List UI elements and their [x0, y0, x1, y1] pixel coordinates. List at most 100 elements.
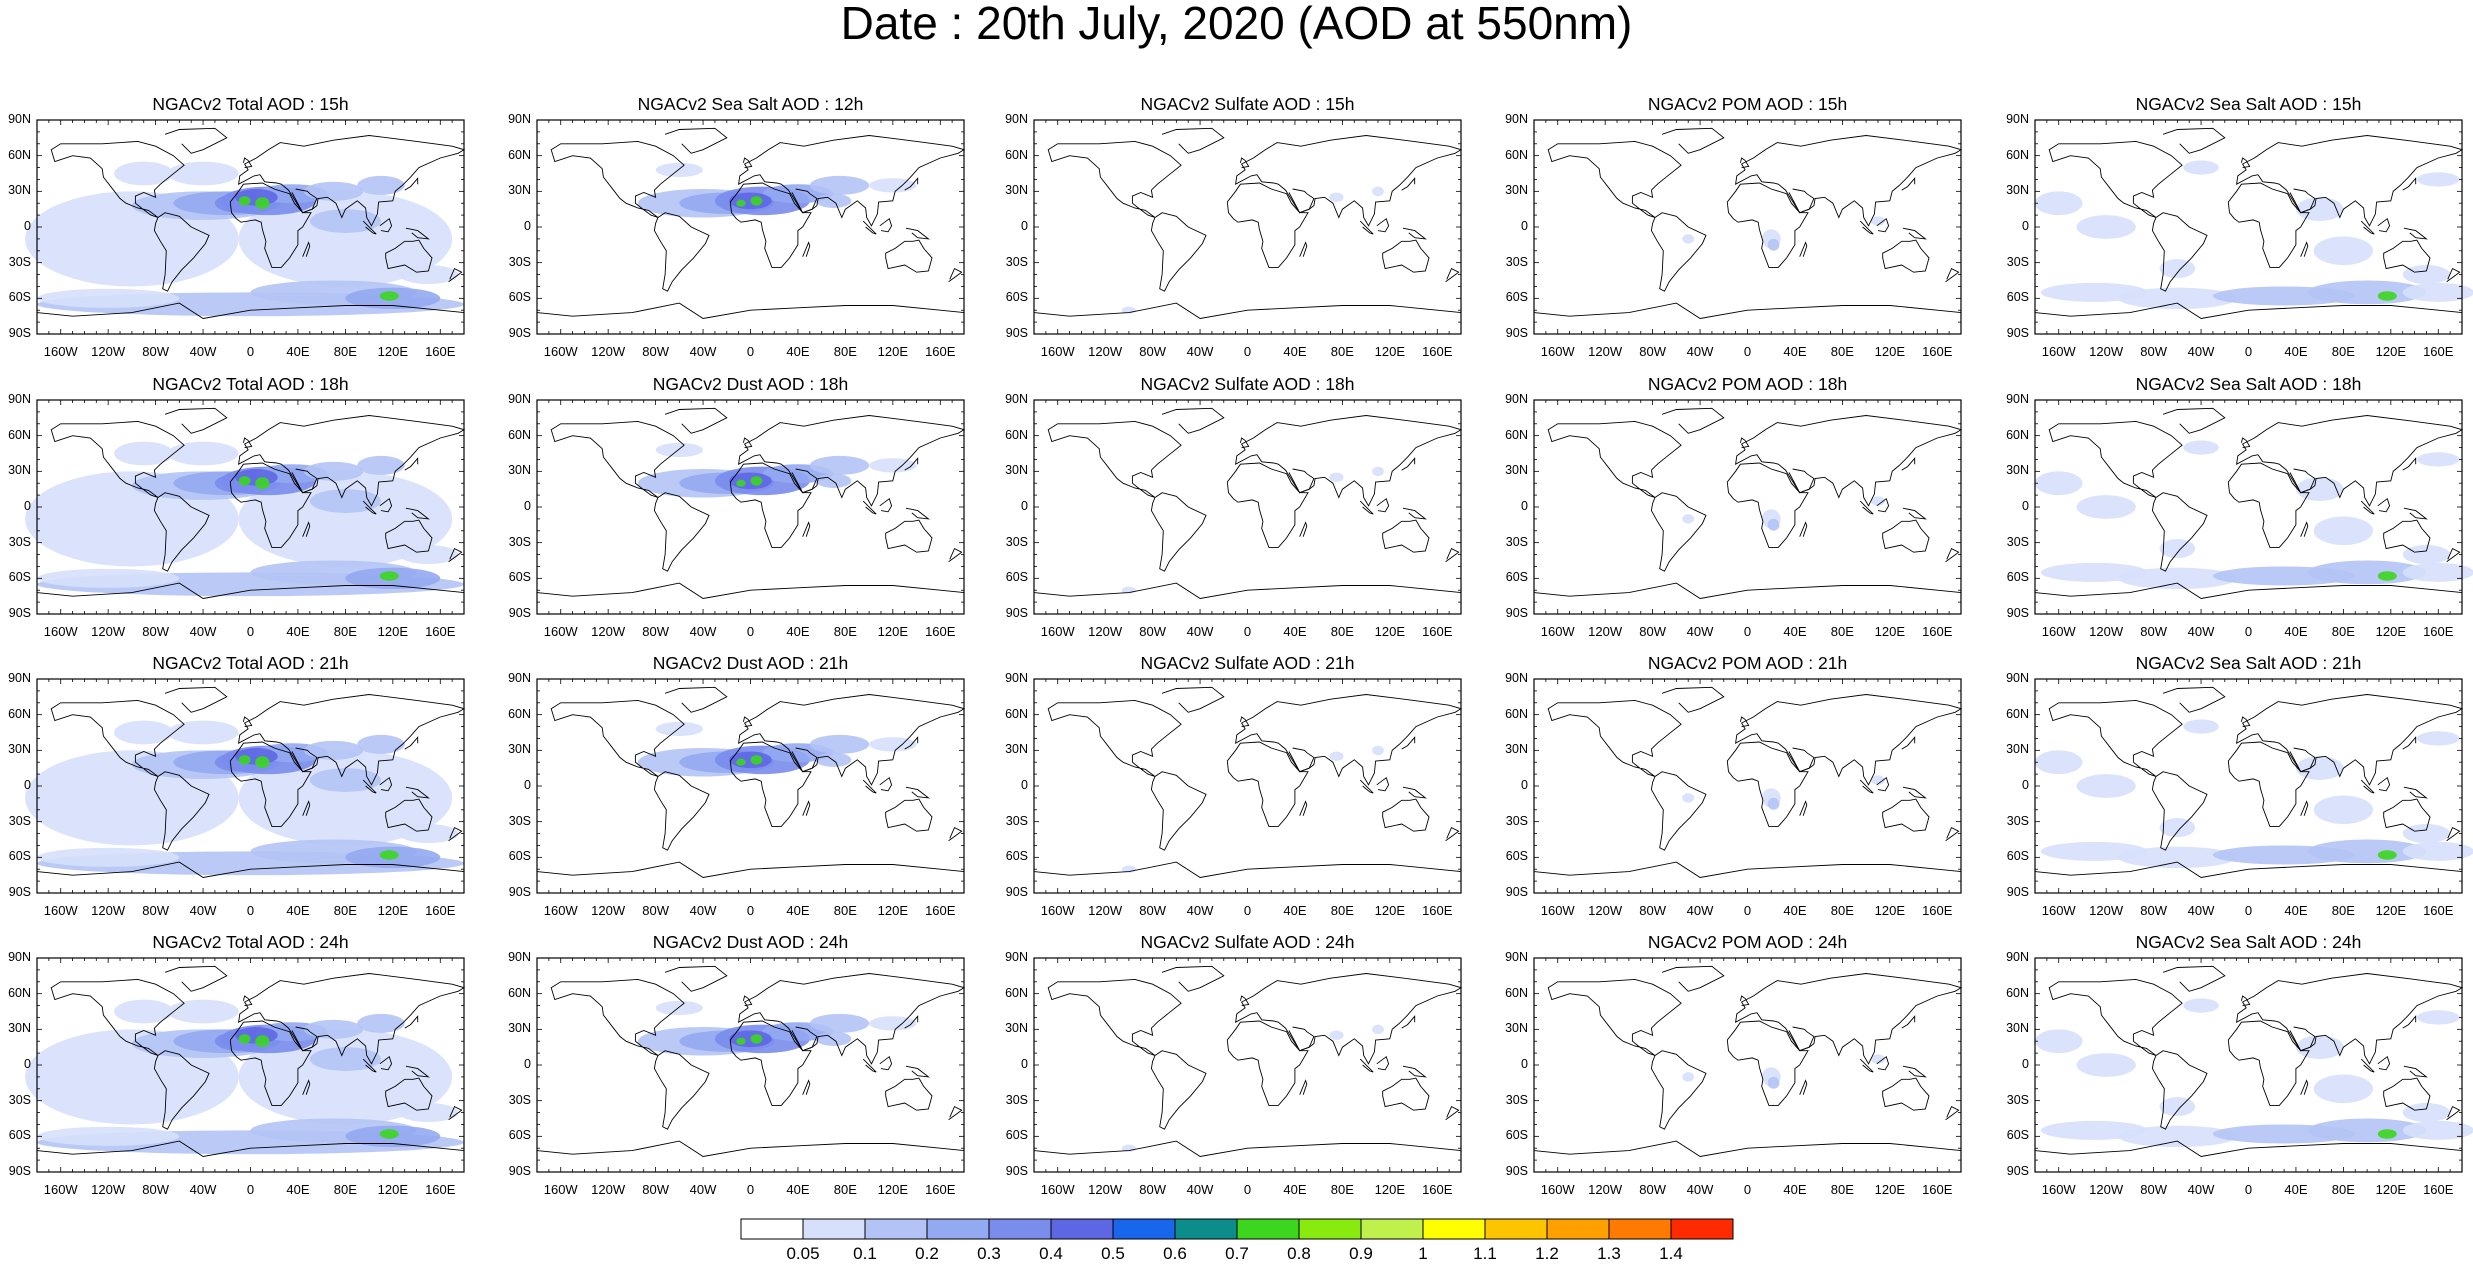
lon-tick-label: 80W [2131, 903, 2177, 918]
coastline [1403, 228, 1426, 239]
lon-tick-label: 120E [1867, 624, 1913, 639]
lon-tick-label: 120W [2083, 344, 2129, 359]
lat-tick-label: 30S [998, 814, 1028, 828]
coastline [1903, 228, 1926, 239]
coastline [2035, 583, 2462, 598]
colorbar-label: 1.1 [1460, 1244, 1510, 1264]
aod-shading [656, 163, 703, 177]
coastline [1162, 408, 1224, 433]
aod-shading [2183, 719, 2219, 733]
aod-shading [751, 755, 763, 765]
map-frame [537, 400, 964, 614]
colorbar-boxes [740, 1218, 1734, 1240]
aod-map-sulfate [1034, 400, 1461, 614]
lat-tick-label: 0 [501, 219, 531, 233]
aod-map-seasalt [2035, 958, 2462, 1172]
colorbar-box [1609, 1219, 1671, 1239]
lon-tick-label: 80W [133, 344, 179, 359]
coastline [1383, 799, 1429, 831]
coastline [2163, 408, 2225, 433]
lon-tick-label: 80E [1819, 624, 1865, 639]
lon-tick-label: 80W [1630, 903, 1676, 918]
lat-tick-label: 30N [1999, 742, 2029, 756]
coastline [1300, 1081, 1307, 1095]
lon-tick-label: 120W [1582, 624, 1628, 639]
aod-shading [2077, 495, 2136, 519]
coastline [2163, 966, 2225, 991]
lon-tick-label: 160E [2415, 903, 2461, 918]
aod-shading [310, 1047, 381, 1071]
lat-tick-label: 30N [1, 742, 31, 756]
coastline [1903, 1066, 1926, 1077]
lon-tick-label: 160E [417, 903, 463, 918]
coastline [1727, 742, 1808, 826]
lon-tick-label: 80W [633, 1182, 679, 1197]
lat-tick-label: 0 [998, 499, 1028, 513]
lon-tick-label: 80W [2131, 624, 2177, 639]
lon-tick-label: 80W [1130, 344, 1176, 359]
coastline [1800, 1081, 1807, 1095]
coastline [2228, 742, 2309, 826]
aod-map-dust [537, 400, 964, 614]
coastline [886, 520, 932, 552]
aod-shading [816, 474, 852, 488]
aod-map-dust [537, 958, 964, 1172]
lat-tick-label: 60N [1, 148, 31, 162]
lon-tick-label: 40W [1177, 344, 1223, 359]
aod-shading [1372, 1025, 1384, 1035]
lon-tick-label: 40E [275, 903, 321, 918]
lon-tick-label: 120W [585, 903, 631, 918]
lat-tick-label: 30S [1, 1093, 31, 1107]
aod-field [1682, 216, 1885, 250]
aod-map-total [37, 400, 464, 614]
lon-tick-label: 160W [1035, 903, 1081, 918]
lon-tick-label: 160W [1535, 344, 1581, 359]
colorbar-label: 0.5 [1088, 1244, 1138, 1264]
lon-tick-label: 160E [417, 344, 463, 359]
lon-tick-label: 80W [1630, 624, 1676, 639]
aod-shading [255, 1035, 269, 1047]
lon-tick-label: 0 [1725, 624, 1771, 639]
lat-tick-label: 60S [1498, 290, 1528, 304]
lon-tick-label: 160W [1535, 903, 1581, 918]
lat-tick-label: 60N [501, 148, 531, 162]
aod-shading [239, 196, 251, 206]
coastline [1800, 802, 1807, 816]
coastlines [1034, 408, 1461, 598]
lat-tick-label: 30S [1498, 1093, 1528, 1107]
coastline [665, 128, 727, 153]
aod-shading [114, 1000, 173, 1024]
aod-shading [239, 1034, 251, 1044]
lon-tick-label: 0 [228, 1182, 274, 1197]
coastline [1548, 421, 1681, 497]
lon-tick-label: 80W [2131, 1182, 2177, 1197]
lon-tick-label: 160E [917, 344, 963, 359]
lat-tick-label: 60N [501, 707, 531, 721]
aod-shading [2403, 545, 2450, 564]
aod-shading [869, 737, 916, 751]
coastline [1800, 243, 1807, 257]
coastline [1151, 772, 1206, 851]
lon-tick-label: 120W [85, 1182, 131, 1197]
lat-tick-label: 60N [998, 428, 1028, 442]
coastlines [1534, 966, 1961, 1156]
colorbar-box [1051, 1219, 1113, 1239]
coastline [1534, 862, 1961, 877]
lat-tick-label: 90S [501, 326, 531, 340]
lon-tick-label: 80E [1319, 903, 1365, 918]
lon-tick-label: 40W [2178, 1182, 2224, 1197]
lon-tick-label: 120E [1867, 1182, 1913, 1197]
lon-tick-label: 40E [775, 624, 821, 639]
lat-tick-label: 90S [1, 1164, 31, 1178]
lat-tick-label: 90S [1, 885, 31, 899]
aod-shading [1768, 519, 1780, 531]
lon-tick-label: 160W [2036, 903, 2082, 918]
lat-tick-label: 60S [501, 1128, 531, 1142]
lon-tick-label: 80E [2320, 344, 2366, 359]
coastline [1883, 520, 1929, 552]
lat-tick-label: 30S [1999, 1093, 2029, 1107]
lat-tick-label: 0 [1, 1057, 31, 1071]
colorbar-box [1237, 1219, 1299, 1239]
coastline [886, 1078, 932, 1110]
map-frame [1034, 400, 1461, 614]
